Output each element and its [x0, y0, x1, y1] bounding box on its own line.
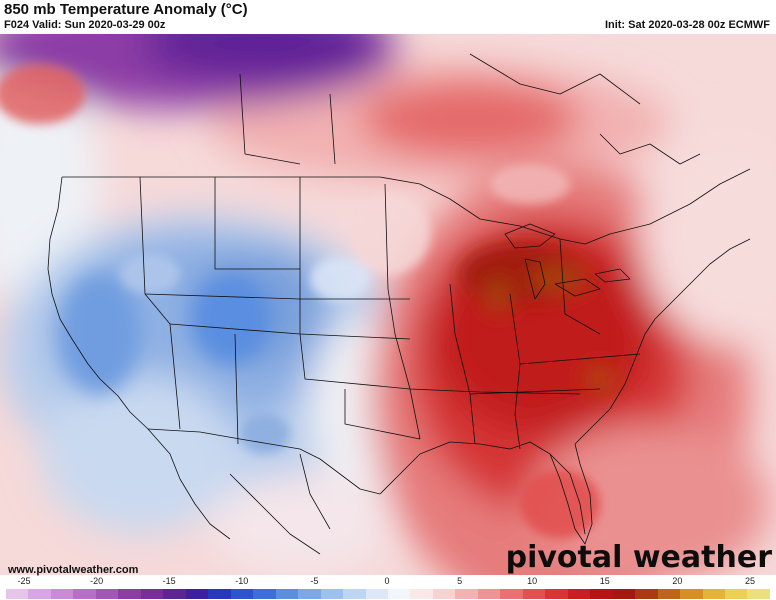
- colorbar-swatch: [545, 589, 568, 599]
- colorbar: -25 -20 -15 -10 -5 0 5 10 15 20 25: [0, 575, 776, 600]
- colorbar-swatch: [612, 589, 636, 599]
- colorbar-swatch: [73, 589, 96, 599]
- colorbar-swatch: [725, 589, 748, 599]
- colorbar-swatch: [320, 589, 344, 599]
- anomaly-map[interactable]: [0, 34, 776, 575]
- colorbar-swatch: [6, 589, 29, 599]
- map-title: 850 mb Temperature Anomaly (°C): [4, 1, 248, 18]
- colorbar-tick-labels: -25 -20 -15 -10 -5 0 5 10 15 20 25: [0, 576, 776, 588]
- colorbar-swatch: [275, 589, 299, 599]
- colorbar-tick-label: -5: [310, 576, 319, 586]
- colorbar-swatch: [253, 589, 276, 599]
- colorbar-swatch: [432, 589, 456, 599]
- colorbar-swatch: [365, 589, 388, 599]
- colorbar-tick-label: 5: [457, 576, 463, 586]
- colorbar-swatch: [477, 589, 501, 599]
- colorbar-swatch: [702, 589, 725, 599]
- anomaly-detail: [0, 64, 600, 539]
- map-header: 850 mb Temperature Anomaly (°C) F024 Val…: [0, 0, 776, 34]
- map-boundaries: [47, 53, 751, 555]
- map-canvas: [0, 34, 776, 575]
- colorbar-swatch: [522, 589, 546, 599]
- colorbar-swatch: [185, 589, 209, 599]
- colorbar-tick-label: 15: [599, 576, 610, 586]
- colorbar-swatch: [28, 589, 51, 599]
- brand-watermark: pivotal weather: [505, 540, 772, 575]
- colorbar-tick-label: 0: [384, 576, 390, 586]
- colorbar-strip: [6, 589, 770, 599]
- colorbar-tick-label: 25: [744, 576, 756, 586]
- colorbar-tick-label: 10: [527, 576, 538, 586]
- colorbar-swatch: [140, 589, 164, 599]
- colorbar-tick-label: -25: [17, 576, 31, 586]
- colorbar-swatch: [208, 589, 231, 599]
- colorbar-swatch: [343, 589, 366, 599]
- colorbar-swatch: [500, 589, 523, 599]
- website-label: www.pivotalweather.com: [8, 564, 139, 576]
- colorbar-swatch: [95, 589, 119, 599]
- colorbar-swatch: [163, 589, 186, 599]
- colorbar-swatch: [590, 589, 613, 599]
- colorbar-swatch: [50, 589, 74, 599]
- colorbar-swatch: [230, 589, 254, 599]
- colorbar-swatch: [455, 589, 478, 599]
- colorbar-swatch: [657, 589, 681, 599]
- valid-time-label: F024 Valid: Sun 2020-03-29 00z: [4, 19, 166, 31]
- colorbar-tick-label: -20: [90, 576, 104, 586]
- init-time-label: Init: Sat 2020-03-28 00z ECMWF: [604, 19, 770, 31]
- colorbar-swatch: [747, 589, 770, 599]
- colorbar-tick-label: -15: [162, 576, 176, 586]
- colorbar-tick-label: -10: [235, 576, 249, 586]
- colorbar-swatch: [635, 589, 658, 599]
- anomaly-hotspots: [60, 244, 618, 394]
- colorbar-swatch: [410, 589, 433, 599]
- colorbar-swatch: [298, 589, 321, 599]
- colorbar-tick-label: 20: [672, 576, 683, 586]
- colorbar-swatch: [118, 589, 141, 599]
- colorbar-swatch: [680, 589, 703, 599]
- colorbar-swatch: [567, 589, 591, 599]
- colorbar-swatch: [387, 589, 411, 599]
